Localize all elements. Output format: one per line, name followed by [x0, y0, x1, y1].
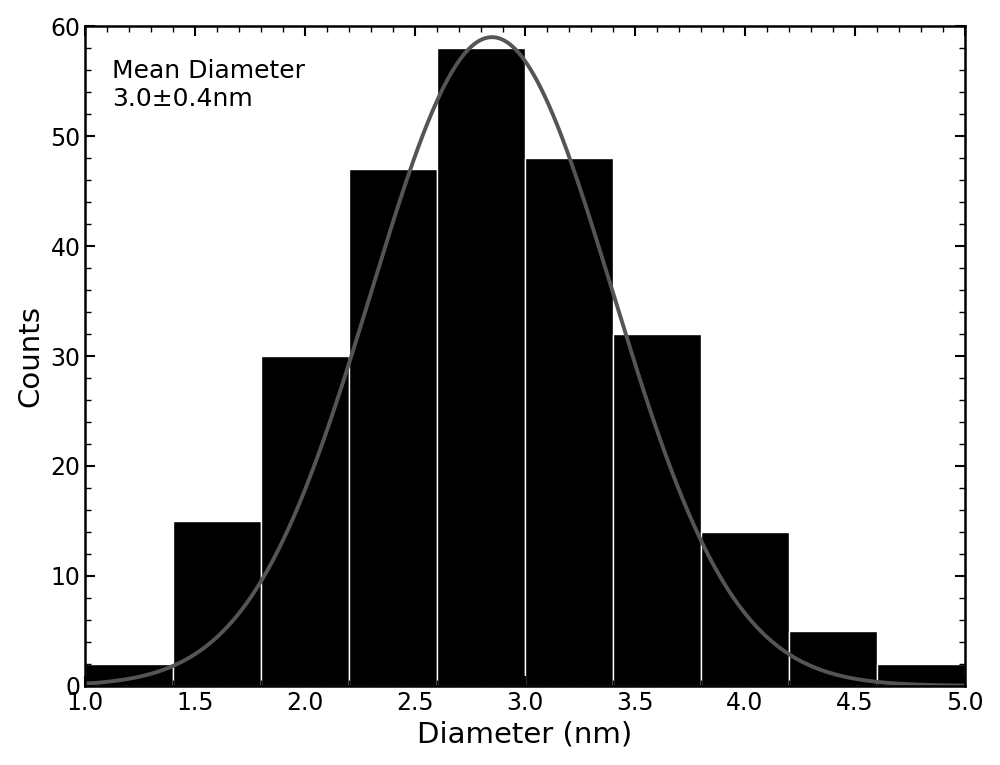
Bar: [613, 334, 701, 686]
Bar: [877, 664, 965, 686]
Bar: [349, 169, 437, 686]
Bar: [261, 356, 349, 686]
Text: Mean Diameter
3.0±0.4nm: Mean Diameter 3.0±0.4nm: [112, 59, 305, 111]
X-axis label: Diameter (nm): Diameter (nm): [417, 721, 633, 748]
Y-axis label: Counts: Counts: [17, 305, 45, 407]
Bar: [789, 631, 877, 686]
Bar: [437, 48, 525, 686]
Bar: [85, 664, 173, 686]
Bar: [701, 532, 789, 686]
Bar: [525, 158, 613, 686]
Bar: [173, 521, 261, 686]
